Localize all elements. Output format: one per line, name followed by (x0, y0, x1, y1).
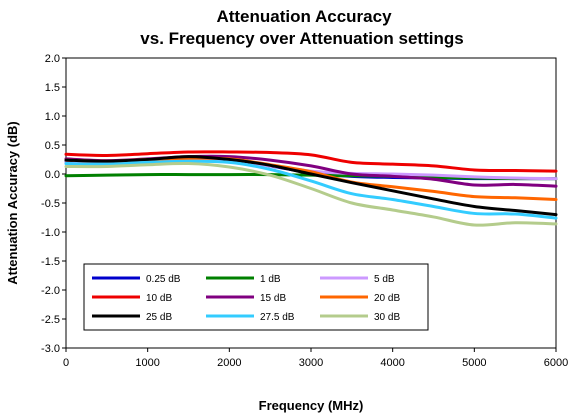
y-tick-label: 2.0 (45, 53, 60, 65)
legend-label: 0.25 dB (146, 274, 181, 285)
legend-label: 5 dB (374, 274, 395, 285)
y-tick-label: -1.5 (41, 256, 60, 268)
legend-label: 27.5 dB (260, 312, 295, 323)
x-tick-label: 5000 (462, 357, 486, 369)
x-tick-label: 6000 (544, 357, 568, 369)
x-tick-label: 1000 (135, 357, 159, 369)
y-tick-label: -0.5 (41, 198, 60, 210)
y-axis-label: Attenuation Accuracy (dB) (5, 121, 20, 284)
x-tick-label: 0 (63, 357, 69, 369)
x-axis: 0 1000 2000 3000 4000 5000 6000 (63, 348, 568, 369)
legend-label: 25 dB (146, 312, 172, 323)
chart-title: Attenuation Accuracy (216, 7, 392, 26)
y-tick-label: -2.5 (41, 314, 60, 326)
y-tick-label: 1.5 (45, 82, 60, 94)
y-tick-label: -2.0 (41, 285, 60, 297)
y-tick-label: 0.0 (45, 169, 60, 181)
legend-label: 1 dB (260, 274, 281, 285)
y-axis: 2.0 1.5 1.0 0.5 0.0 -0.5 -1.0 -1.5 -2.0 -2.5 -3.0 (41, 53, 66, 355)
y-tick-label: 1.0 (45, 111, 60, 123)
legend: 0.25 dB 1 dB 5 dB 10 dB 15 dB 20 dB 25 dB 27.5 … (84, 264, 428, 330)
x-tick-label: 4000 (380, 357, 404, 369)
legend-label: 10 dB (146, 293, 172, 304)
legend-label: 15 dB (260, 293, 286, 304)
x-tick-label: 2000 (217, 357, 241, 369)
legend-label: 20 dB (374, 293, 400, 304)
y-tick-label: -3.0 (41, 343, 60, 355)
x-axis-label: Frequency (MHz) (259, 398, 364, 413)
x-tick-label: 3000 (299, 357, 323, 369)
y-tick-label: 0.5 (45, 140, 60, 152)
legend-label: 30 dB (374, 312, 400, 323)
chart-subtitle: vs. Frequency over Attenuation settings (140, 29, 463, 48)
y-tick-label: -1.0 (41, 227, 60, 239)
